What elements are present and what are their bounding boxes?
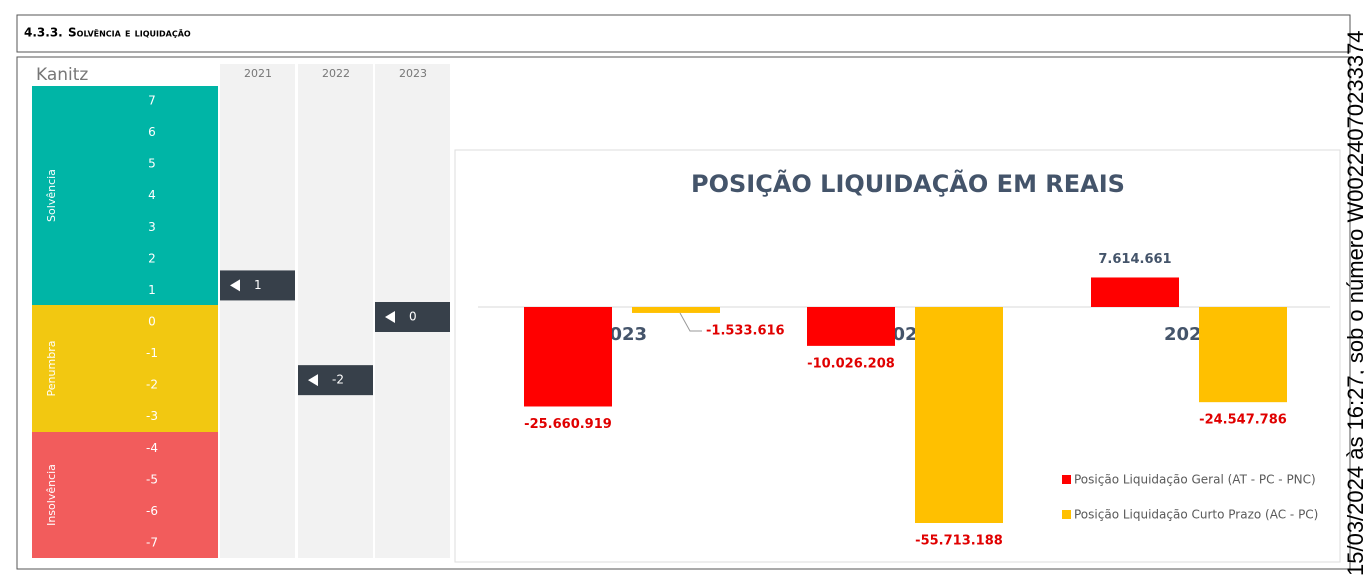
scale-label: -7 bbox=[146, 536, 158, 550]
marker-label: -2 bbox=[332, 373, 344, 387]
marker-arrow bbox=[230, 279, 240, 292]
year-label: 2021 bbox=[244, 67, 272, 80]
scale-label: 4 bbox=[148, 188, 156, 202]
scale-label: 0 bbox=[148, 315, 156, 329]
zone bbox=[32, 432, 218, 558]
legend-swatch bbox=[1062, 475, 1071, 484]
value-label: -55.713.188 bbox=[915, 534, 1003, 549]
bar bbox=[524, 307, 612, 407]
section-number: 4.3.3. bbox=[24, 26, 63, 40]
zone bbox=[32, 305, 218, 432]
zone bbox=[32, 86, 218, 305]
value-label: -25.660.919 bbox=[524, 417, 612, 432]
value-label: -24.547.786 bbox=[1199, 413, 1287, 428]
scale-label: 1 bbox=[148, 283, 156, 297]
value-label: -1.533.616 bbox=[706, 324, 785, 339]
bar bbox=[807, 307, 895, 346]
bar bbox=[1199, 307, 1287, 403]
section-title: Solvência e liquidação bbox=[68, 26, 191, 40]
zone-label: Penumbra bbox=[45, 341, 58, 397]
scale-label: -1 bbox=[146, 346, 158, 360]
year-label: 2023 bbox=[399, 67, 427, 80]
legend-swatch bbox=[1062, 510, 1071, 519]
scale-label: -4 bbox=[146, 441, 158, 455]
bar bbox=[632, 307, 720, 313]
legend-label: Posição Liquidação Geral (AT - PC - PNC) bbox=[1074, 473, 1316, 487]
scale-label: -6 bbox=[146, 504, 158, 518]
marker-label: 0 bbox=[409, 310, 417, 324]
scale-label: 3 bbox=[148, 220, 156, 234]
watermark: 15/03/2024 às 16:27, sob o número W00224… bbox=[1343, 30, 1364, 576]
value-label: -10.026.208 bbox=[807, 356, 895, 371]
bar bbox=[915, 307, 1003, 523]
leader-line bbox=[679, 312, 702, 332]
scale-label: 5 bbox=[148, 157, 156, 171]
zone-label: Solvência bbox=[45, 169, 58, 222]
year-column bbox=[220, 64, 295, 558]
scale-label: 6 bbox=[148, 125, 156, 139]
scale-label: -3 bbox=[146, 409, 158, 423]
bar bbox=[1091, 277, 1179, 307]
scale-label: 7 bbox=[148, 94, 156, 108]
scale-label: -2 bbox=[146, 378, 158, 392]
chart-title: POSIÇÃO LIQUIDAÇÃO EM REAIS bbox=[691, 169, 1125, 198]
header-box bbox=[16, 14, 1351, 53]
marker-arrow bbox=[385, 311, 395, 323]
legend-label: Posição Liquidação Curto Prazo (AC - PC) bbox=[1074, 508, 1318, 522]
kanitz-title: Kanitz bbox=[36, 65, 88, 85]
marker-label: 1 bbox=[254, 278, 262, 292]
scale-label: -5 bbox=[146, 472, 158, 486]
year-column bbox=[298, 64, 373, 558]
zone-label: Insolvência bbox=[45, 464, 58, 526]
year-label: 2022 bbox=[322, 67, 350, 80]
value-label: 7.614.661 bbox=[1098, 252, 1171, 267]
scale-label: 2 bbox=[148, 251, 156, 265]
marker-arrow bbox=[308, 374, 318, 387]
